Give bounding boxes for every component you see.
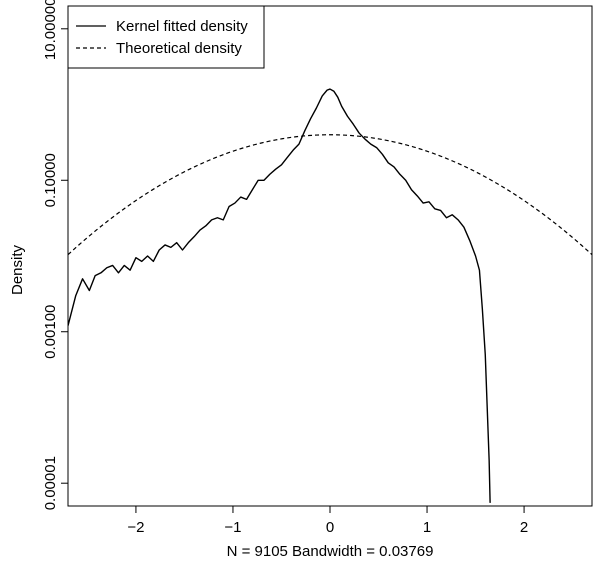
x-axis-label: N = 9105 Bandwidth = 0.03769 <box>227 543 434 560</box>
legend-label-kernel: Kernel fitted density <box>116 18 248 35</box>
legend-label-theoretical: Theoretical density <box>116 40 242 57</box>
legend: Kernel fitted density Theoretical densit… <box>67 5 265 69</box>
y-axis: 0.00001 0.00100 0.10000 10.00000 <box>42 0 68 510</box>
y-axis-label: Density <box>9 244 26 295</box>
x-axis: −2 −1 0 1 2 <box>127 506 528 536</box>
x-tick-label: −1 <box>224 519 241 536</box>
x-tick-label: −2 <box>127 519 144 536</box>
y-tick-label: 0.00100 <box>42 305 59 359</box>
x-tick-label: 2 <box>520 519 528 536</box>
y-tick-label: 0.10000 <box>42 153 59 207</box>
x-tick-label: 1 <box>423 519 431 536</box>
y-tick-label: 10.00000 <box>42 0 59 60</box>
series-line-theoretical-density <box>68 134 592 256</box>
y-tick-label: 0.00001 <box>42 456 59 510</box>
legend-box <box>67 5 265 69</box>
series-line-kernel-density <box>68 88 491 503</box>
x-tick-label: 0 <box>326 519 334 536</box>
